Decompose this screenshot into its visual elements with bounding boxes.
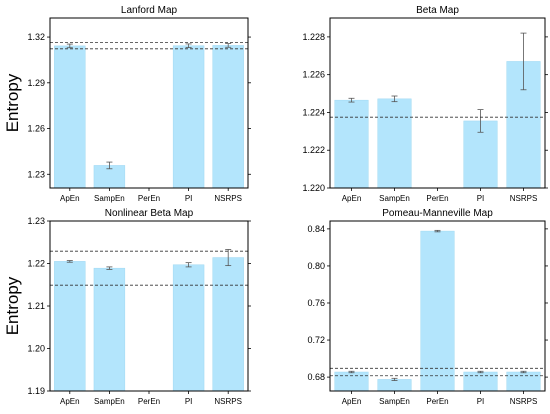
plot-frame: [329, 17, 546, 189]
y-tick-label: 1.224: [302, 107, 325, 117]
x-tick-label: SampEn: [379, 397, 410, 406]
bar-apen: [334, 99, 369, 189]
chart-panel-3: Nonlinear Beta Map Entropy ApEn SampEn PerEn…: [3, 208, 251, 406]
y-tick-label: 1.226: [302, 70, 325, 80]
bar-sampen: [93, 267, 126, 392]
chart-title: Lanford Map: [121, 5, 178, 16]
y-tick-label: 1.21: [27, 301, 45, 311]
bar-pi: [463, 371, 498, 392]
bar-sampen: [377, 98, 412, 189]
plot-frame: [49, 220, 249, 392]
plot-frame: [49, 17, 249, 189]
x-tick-label: PerEn: [138, 397, 160, 406]
y-tick-label: 0.80: [307, 261, 325, 271]
chart-title: Nonlinear Beta Map: [105, 208, 194, 219]
chart-panel-4: Pomeau-Manneville Map ApEn SampEn PerEn PI NS…: [307, 208, 548, 406]
y-tick-label: 1.26: [27, 124, 45, 134]
y-tick-label: 1.29: [27, 78, 45, 88]
x-tick-label: NSRPS: [510, 397, 538, 406]
chart-title: Pomeau-Manneville Map: [382, 208, 493, 219]
y-tick-label: 1.20: [27, 344, 45, 354]
x-tick-label: PerEn: [426, 194, 448, 203]
x-tick-label: SampEn: [94, 194, 125, 203]
bar-nsrps: [506, 371, 541, 392]
chart-panel-2: Beta Map ApEn SampEn PerEn PI NSRPS 1.220 1.222…: [302, 5, 548, 203]
y-tick-label: 1.23: [27, 216, 45, 226]
plot-frame: [329, 220, 546, 392]
bar-apen: [334, 371, 369, 392]
x-tick-label: SampEn: [379, 194, 410, 203]
x-tick-label: PerEn: [426, 397, 448, 406]
x-tick-label: PerEn: [138, 194, 160, 203]
bar-nsrps: [212, 45, 244, 189]
chart-panel-1: Lanford Map Entropy ApEn SampEn PerEn PI NSRPS…: [3, 5, 251, 203]
x-tick-label: PI: [185, 397, 193, 406]
y-tick-label: 1.19: [27, 386, 45, 396]
chart-title: Beta Map: [416, 5, 459, 16]
x-tick-label: SampEn: [94, 397, 125, 406]
bar-pi: [172, 264, 205, 392]
x-tick-label: NSRPS: [214, 397, 242, 406]
y-tick-label: 1.222: [302, 145, 325, 155]
x-tick-label: ApEn: [342, 194, 362, 203]
x-tick-label: ApEn: [60, 397, 80, 406]
x-tick-label: NSRPS: [510, 194, 538, 203]
y-tick-label: 1.23: [27, 169, 45, 179]
y-tick-label: 1.32: [27, 32, 45, 42]
y-tick-label: 0.68: [307, 372, 325, 382]
bar-apen: [54, 45, 86, 189]
x-tick-label: NSRPS: [214, 194, 242, 203]
y-tick-label: 0.76: [307, 298, 325, 308]
bar-nsrps: [212, 257, 244, 392]
x-tick-label: PI: [477, 397, 485, 406]
x-tick-label: ApEn: [342, 397, 362, 406]
y-axis-label: Entropy: [3, 276, 22, 335]
bar-sampen: [377, 379, 412, 392]
bar-pi: [172, 45, 205, 189]
y-axis-label: Entropy: [3, 73, 22, 132]
bar-apen: [54, 261, 86, 392]
y-tick-label: 1.220: [302, 183, 325, 193]
x-tick-label: PI: [477, 194, 485, 203]
y-tick-label: 1.22: [27, 259, 45, 269]
y-tick-label: 0.84: [307, 224, 325, 234]
y-tick-label: 0.72: [307, 335, 325, 345]
x-tick-label: PI: [185, 194, 193, 203]
y-tick-label: 1.228: [302, 32, 325, 42]
x-tick-label: ApEn: [60, 194, 80, 203]
bar-peren: [420, 230, 455, 392]
